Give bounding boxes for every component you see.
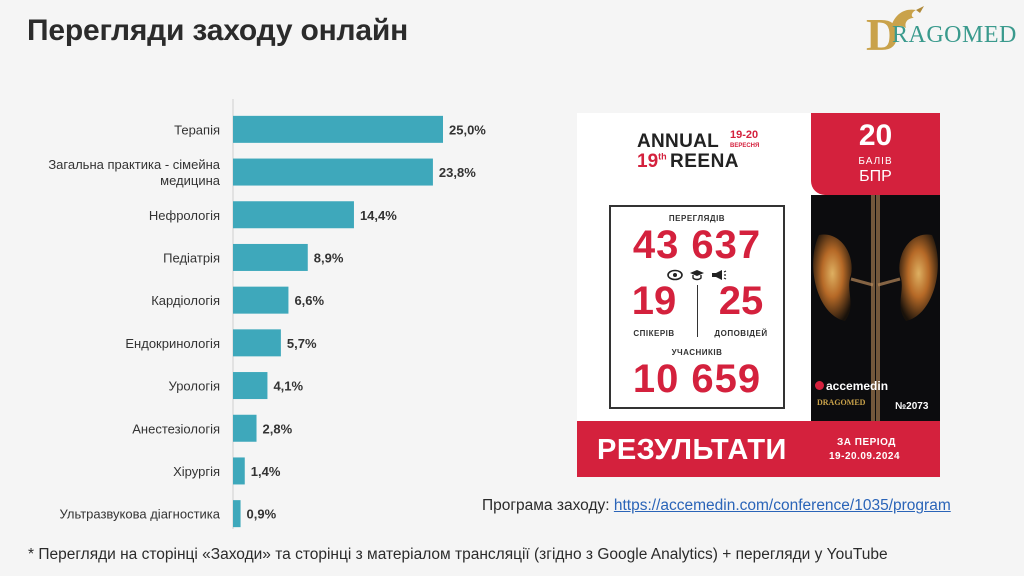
- program-link[interactable]: https://accemedin.com/conference/1035/pr…: [613, 497, 951, 514]
- eye-icon: [667, 269, 683, 281]
- points-type: БПР: [859, 168, 892, 185]
- category-label: Анестезіологія: [132, 421, 220, 436]
- bar: [233, 457, 245, 485]
- category-label: Ендокринологія: [125, 336, 220, 351]
- bar: [233, 414, 257, 442]
- data-label: 25,0%: [449, 122, 486, 137]
- data-label: 5,7%: [287, 336, 317, 351]
- partner-logo: DRAGOMED: [817, 398, 866, 407]
- poster-dates: 19-20 ВЕРЕСНЯ: [730, 130, 759, 152]
- data-label: 23,8%: [439, 165, 476, 180]
- page-title: Перегляди заходу онлайн: [27, 14, 409, 47]
- category-label: Педіатрія: [163, 250, 220, 265]
- talks-value: 25: [718, 279, 764, 323]
- program-line: Програма заходу: https://accemedin.com/c…: [482, 497, 951, 515]
- bar: [233, 372, 268, 400]
- data-label: 0,9%: [247, 507, 277, 522]
- bar: [233, 201, 354, 229]
- program-label: Програма заходу:: [482, 497, 614, 514]
- data-label: 8,9%: [314, 250, 344, 265]
- dragomed-logo: D RAGOMED: [866, 6, 1018, 60]
- participants-value: 10 659: [632, 357, 762, 401]
- bar: [233, 243, 308, 271]
- poster-dates-month: ВЕРЕСНЯ: [730, 143, 760, 149]
- poster-annual: ANNUAL: [637, 131, 720, 152]
- category-label: Ультразвукова діагностика: [59, 507, 220, 522]
- period-value: 19-20.09.2024: [829, 451, 901, 462]
- sponsor-name: accemedin: [826, 379, 889, 393]
- dragon-icon: [890, 6, 924, 30]
- category-label: Кардіологія: [151, 293, 220, 308]
- views-label: ПЕРЕГЛЯДІВ: [668, 214, 726, 223]
- kidney-illustration: [811, 195, 940, 421]
- poster-ordinal-suffix: th: [658, 151, 667, 162]
- points-number: 20: [858, 119, 893, 152]
- data-label: 4,1%: [273, 379, 303, 394]
- category-label: Урологія: [169, 379, 220, 394]
- poster-event-name: REENA: [670, 151, 740, 172]
- accemedin-logo-mark: [815, 381, 824, 390]
- bar: [233, 329, 281, 357]
- period-label: ЗА ПЕРІОД: [837, 437, 896, 448]
- points-badge: 20 БАЛІВ БПР: [811, 113, 940, 195]
- provider-number: №2073: [895, 401, 929, 412]
- data-label: 1,4%: [251, 464, 281, 479]
- megaphone-icon: [712, 270, 727, 281]
- data-label: 2,8%: [263, 421, 293, 436]
- results-band: РЕЗУЛЬТАТИ ЗА ПЕРІОД 19-20.09.2024: [577, 421, 940, 477]
- bar-chart: 25,0% Терапія 23,8% Загальна практика - сім…: [48, 99, 486, 529]
- category-label: Терапія: [174, 122, 220, 137]
- stats-box: ПЕРЕГЛЯДІВ 43 637 19 СПІКЕРІВ 25 ДОПОВІД…: [609, 205, 785, 409]
- participants-label: УЧАСНИКІВ: [671, 348, 723, 357]
- poster-ordinal-number: 19: [637, 151, 659, 172]
- category-label: Хірургія: [173, 464, 220, 479]
- data-label: 6,6%: [294, 293, 324, 308]
- bar: [233, 115, 443, 143]
- footnote: * Перегляди на сторінці «Заходи» та стор…: [28, 546, 888, 563]
- data-label: 14,4%: [360, 208, 397, 223]
- category-label: Загальна практика - сімейна медицина: [48, 157, 220, 188]
- category-label: Нефрологія: [149, 208, 220, 223]
- speakers-value: 19: [631, 279, 677, 323]
- poster-ordinal: 19th: [637, 151, 667, 173]
- bar: [233, 286, 289, 314]
- poster-dates-days: 19-20: [730, 129, 759, 141]
- poster-header: ANNUAL 19-20 ВЕРЕСНЯ 19th REENA: [577, 113, 811, 195]
- stats-divider: [697, 285, 698, 337]
- speakers-label: СПІКЕРІВ: [633, 329, 675, 338]
- points-label: БАЛІВ: [858, 156, 893, 167]
- logo-letter-d: D: [866, 9, 900, 60]
- bar: [233, 500, 241, 528]
- views-value: 43 637: [632, 223, 762, 267]
- bar: [233, 158, 433, 186]
- stats-icons: [611, 269, 783, 281]
- event-results-poster: ANNUAL 19-20 ВЕРЕСНЯ 19th REENA 20 БАЛІВ…: [577, 113, 940, 477]
- logo-text: RAGOMED: [892, 22, 1017, 48]
- graduation-cap-icon: [690, 270, 704, 281]
- results-heading: РЕЗУЛЬТАТИ: [597, 434, 787, 466]
- talks-label: ДОПОВІДЕЙ: [714, 329, 768, 338]
